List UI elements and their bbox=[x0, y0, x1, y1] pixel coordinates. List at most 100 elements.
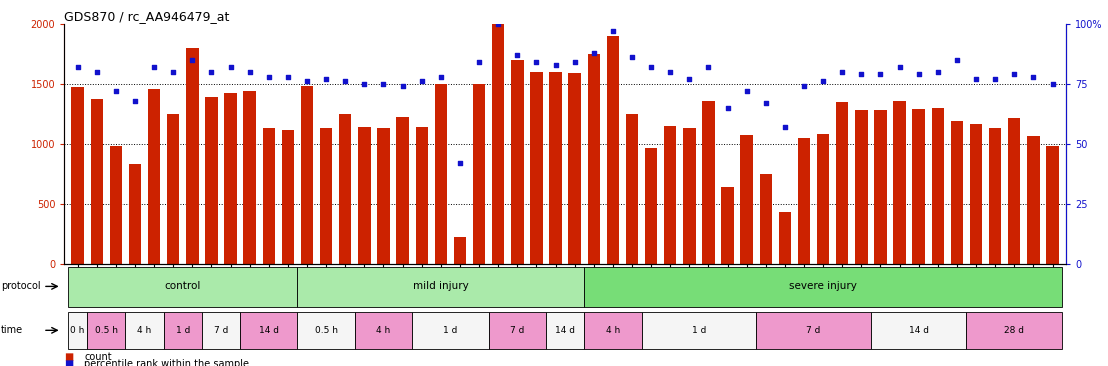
Point bbox=[585, 50, 603, 56]
Bar bbox=[871, 312, 966, 349]
Point bbox=[833, 69, 851, 75]
Point bbox=[623, 55, 640, 60]
Bar bbox=[147, 89, 161, 264]
Text: 7 d: 7 d bbox=[214, 326, 228, 335]
Bar bbox=[874, 110, 886, 264]
Point bbox=[470, 59, 488, 65]
Point bbox=[872, 71, 890, 77]
Point bbox=[164, 69, 182, 75]
Bar bbox=[129, 164, 141, 264]
Bar bbox=[473, 84, 485, 264]
Bar bbox=[186, 48, 198, 264]
Point bbox=[948, 57, 966, 63]
Bar bbox=[568, 73, 581, 264]
Text: 7 d: 7 d bbox=[807, 326, 821, 335]
Point bbox=[317, 76, 335, 82]
Bar bbox=[71, 87, 84, 264]
Bar bbox=[167, 114, 179, 264]
Point bbox=[967, 76, 985, 82]
Bar bbox=[855, 110, 868, 264]
Point bbox=[203, 69, 220, 75]
Bar bbox=[263, 128, 275, 264]
Bar bbox=[91, 99, 103, 264]
Bar bbox=[378, 128, 390, 264]
Bar bbox=[584, 312, 642, 349]
Point bbox=[1044, 81, 1061, 87]
Text: 4 h: 4 h bbox=[137, 326, 152, 335]
Point bbox=[738, 88, 756, 94]
Bar bbox=[757, 312, 871, 349]
Point bbox=[260, 74, 278, 79]
Text: count: count bbox=[84, 352, 112, 362]
Bar bbox=[989, 128, 1002, 264]
Text: 14 d: 14 d bbox=[259, 326, 279, 335]
Point bbox=[451, 160, 469, 166]
Text: 0.5 h: 0.5 h bbox=[95, 326, 117, 335]
Point bbox=[69, 64, 86, 70]
Bar bbox=[721, 187, 733, 264]
Bar bbox=[416, 127, 428, 264]
Text: 4 h: 4 h bbox=[606, 326, 620, 335]
Point bbox=[240, 69, 258, 75]
Point bbox=[279, 74, 297, 79]
Bar bbox=[913, 109, 925, 264]
Bar bbox=[320, 128, 332, 264]
Point bbox=[891, 64, 909, 70]
Bar bbox=[339, 114, 351, 264]
Point bbox=[796, 83, 813, 89]
Point bbox=[375, 81, 392, 87]
Point bbox=[814, 78, 832, 84]
Bar bbox=[546, 312, 584, 349]
Bar bbox=[702, 101, 715, 264]
Point bbox=[298, 78, 316, 84]
Bar bbox=[664, 126, 676, 264]
Bar bbox=[1008, 119, 1020, 264]
Point bbox=[107, 88, 125, 94]
Point bbox=[145, 64, 163, 70]
Bar bbox=[531, 72, 543, 264]
Text: 14 d: 14 d bbox=[909, 326, 929, 335]
Text: ■: ■ bbox=[64, 359, 73, 366]
Point bbox=[393, 83, 411, 89]
Bar bbox=[202, 312, 240, 349]
Point bbox=[1005, 71, 1023, 77]
Point bbox=[126, 98, 144, 104]
Bar bbox=[68, 312, 88, 349]
Point bbox=[643, 64, 660, 70]
Bar bbox=[684, 128, 696, 264]
Point bbox=[413, 78, 431, 84]
Bar bbox=[110, 146, 122, 264]
Bar bbox=[779, 212, 791, 264]
Point bbox=[337, 78, 355, 84]
Bar bbox=[281, 130, 294, 264]
Bar bbox=[355, 312, 412, 349]
Bar bbox=[626, 114, 638, 264]
Bar bbox=[837, 102, 849, 264]
Bar bbox=[642, 312, 757, 349]
Bar bbox=[358, 127, 370, 264]
Bar bbox=[970, 124, 983, 264]
Bar bbox=[1046, 146, 1059, 264]
Text: 1 d: 1 d bbox=[443, 326, 458, 335]
Bar bbox=[932, 108, 944, 264]
Text: 0.5 h: 0.5 h bbox=[315, 326, 338, 335]
Point bbox=[509, 52, 526, 58]
Point bbox=[527, 59, 545, 65]
Bar bbox=[951, 121, 963, 264]
Bar bbox=[966, 312, 1063, 349]
Point bbox=[699, 64, 717, 70]
Text: control: control bbox=[165, 281, 201, 291]
Point bbox=[546, 61, 564, 67]
Point bbox=[986, 76, 1004, 82]
Bar bbox=[1027, 137, 1039, 264]
Bar bbox=[740, 135, 753, 264]
Bar bbox=[587, 54, 599, 264]
Point bbox=[1025, 74, 1043, 79]
Bar bbox=[88, 312, 125, 349]
Text: severe injury: severe injury bbox=[789, 281, 858, 291]
Text: time: time bbox=[1, 325, 23, 335]
Bar bbox=[511, 60, 523, 264]
Text: percentile rank within the sample: percentile rank within the sample bbox=[84, 359, 249, 366]
Bar bbox=[492, 24, 504, 264]
Bar bbox=[798, 138, 810, 264]
